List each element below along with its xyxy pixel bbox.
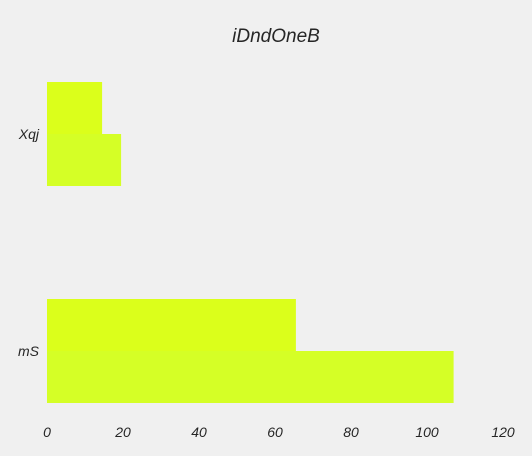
x-tick-label-40: 40: [191, 424, 207, 440]
bar-ms-series-1: [47, 299, 296, 351]
x-tick-labels: 0 20 40 60 80 100 120: [43, 424, 515, 440]
y-tick-labels: Xqj mS: [18, 126, 40, 359]
y-tick-label-ms: mS: [18, 343, 40, 359]
bar-xqj-series-2: [47, 134, 122, 186]
x-tick-label-120: 120: [491, 424, 515, 440]
y-tick-label-xqj: Xqj: [18, 126, 40, 142]
x-tick-label-100: 100: [415, 424, 439, 440]
bar-xqj-series-1: [47, 82, 103, 134]
x-tick-label-60: 60: [267, 424, 283, 440]
x-tick-label-0: 0: [43, 424, 51, 440]
bar-ms-series-2: [47, 351, 454, 403]
chart-title: iDndOneB: [232, 26, 320, 47]
x-tick-label-20: 20: [114, 424, 131, 440]
x-tick-label-80: 80: [343, 424, 359, 440]
bars-layer: [47, 82, 454, 403]
